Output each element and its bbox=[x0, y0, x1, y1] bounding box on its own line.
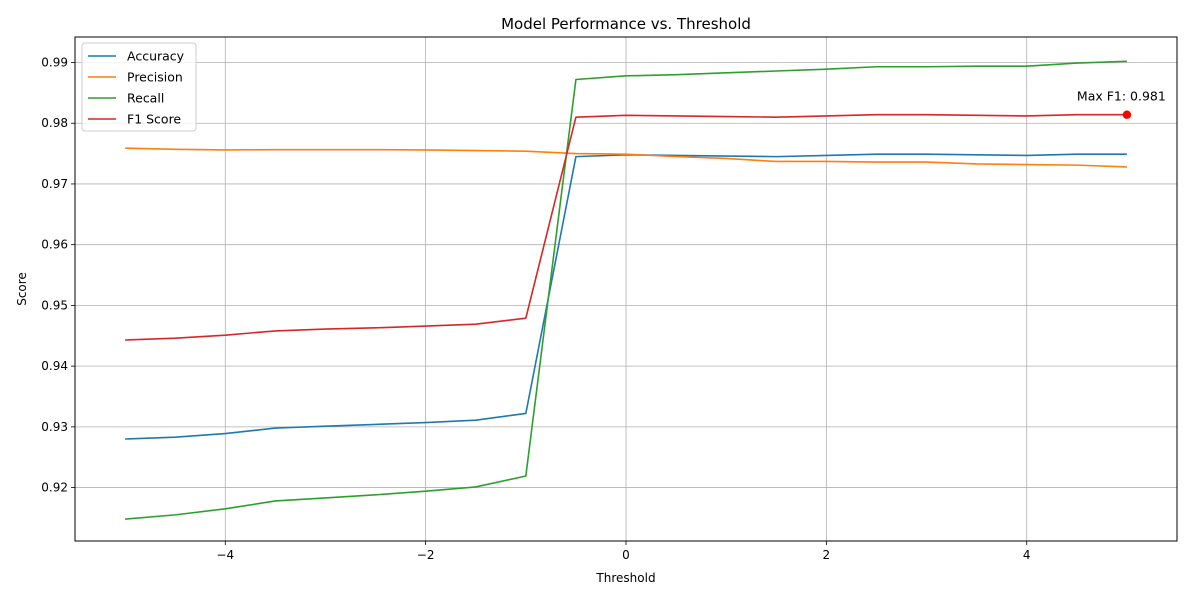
legend-box bbox=[81, 42, 197, 132]
y-axis-ticks: 0.92 0.93 0.94 0.95 0.96 0.97 0.98 0.99 bbox=[41, 56, 75, 495]
x-tick-label: −2 bbox=[417, 548, 435, 562]
legend: Accuracy Precision Recall F1 Score bbox=[81, 42, 197, 132]
grid-lines bbox=[75, 37, 1177, 541]
recall-line bbox=[125, 60, 1127, 520]
x-tick-label: 0 bbox=[622, 548, 630, 562]
x-tick-label: 4 bbox=[1023, 548, 1031, 562]
legend-label-precision: Precision bbox=[127, 70, 183, 85]
x-tick-label: −4 bbox=[216, 548, 234, 562]
x-tick-label: 2 bbox=[823, 548, 831, 562]
max-f1-marker bbox=[1122, 110, 1132, 119]
legend-label-f1-score: F1 Score bbox=[127, 112, 181, 127]
y-tick-label: 0.94 bbox=[41, 359, 68, 373]
y-tick-label: 0.93 bbox=[41, 420, 68, 434]
y-tick-label: 0.92 bbox=[41, 481, 68, 495]
y-tick-label: 0.95 bbox=[41, 298, 68, 312]
y-axis-label: Score bbox=[15, 272, 29, 306]
y-tick-label: 0.97 bbox=[41, 177, 68, 191]
f1-score-line bbox=[125, 113, 1127, 341]
chart-title: Model Performance vs. Threshold bbox=[501, 15, 751, 33]
annotations: Max F1: 0.981 bbox=[1077, 89, 1166, 119]
precision-line bbox=[125, 147, 1127, 168]
y-tick-label: 0.98 bbox=[41, 116, 68, 130]
max-f1-annotation: Max F1: 0.981 bbox=[1077, 89, 1166, 104]
legend-label-accuracy: Accuracy bbox=[127, 49, 185, 64]
y-tick-label: 0.99 bbox=[41, 56, 68, 70]
x-axis-label: Threshold bbox=[595, 571, 655, 585]
y-tick-label: 0.96 bbox=[41, 238, 68, 252]
plot-area bbox=[125, 60, 1127, 520]
legend-label-recall: Recall bbox=[127, 91, 164, 106]
x-axis-ticks: −4 −2 0 2 4 bbox=[216, 541, 1031, 562]
